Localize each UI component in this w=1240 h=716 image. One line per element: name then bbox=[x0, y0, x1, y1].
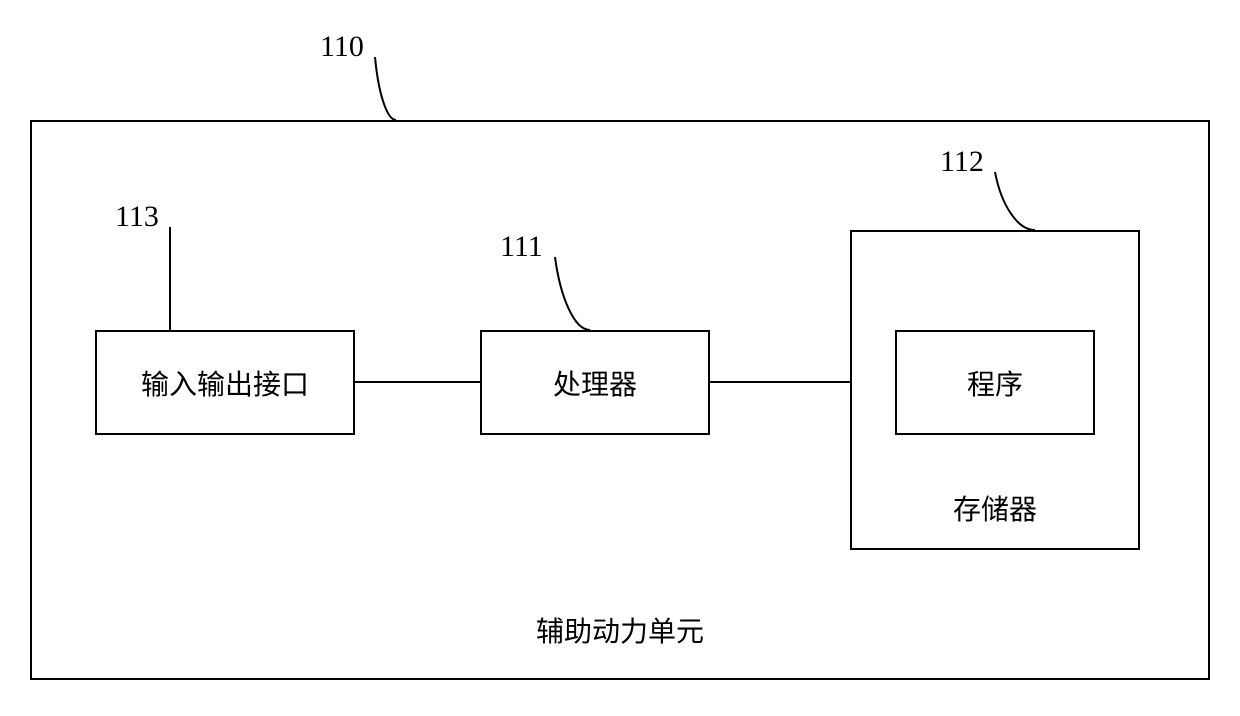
node-processor: 处理器 bbox=[480, 330, 710, 435]
ref-label-112: 112 bbox=[940, 145, 984, 179]
ref-label-111: 111 bbox=[500, 230, 543, 264]
node-memory-label: 存储器 bbox=[953, 488, 1037, 528]
node-processor-label: 处理器 bbox=[553, 363, 637, 403]
node-io-interface: 输入输出接口 bbox=[95, 330, 355, 435]
edge-io-processor bbox=[355, 381, 480, 383]
node-program-label: 程序 bbox=[967, 363, 1023, 403]
ref-label-113: 113 bbox=[115, 200, 159, 234]
ref-label-110: 110 bbox=[320, 30, 364, 64]
node-io-interface-label: 输入输出接口 bbox=[141, 363, 309, 403]
edge-processor-memory bbox=[710, 381, 850, 383]
diagram-canvas: 辅助动力单元 输入输出接口 处理器 存储器 程序 110 113 111 112 bbox=[0, 0, 1240, 716]
node-program: 程序 bbox=[895, 330, 1095, 435]
node-auxiliary-power-unit-label: 辅助动力单元 bbox=[536, 610, 704, 650]
